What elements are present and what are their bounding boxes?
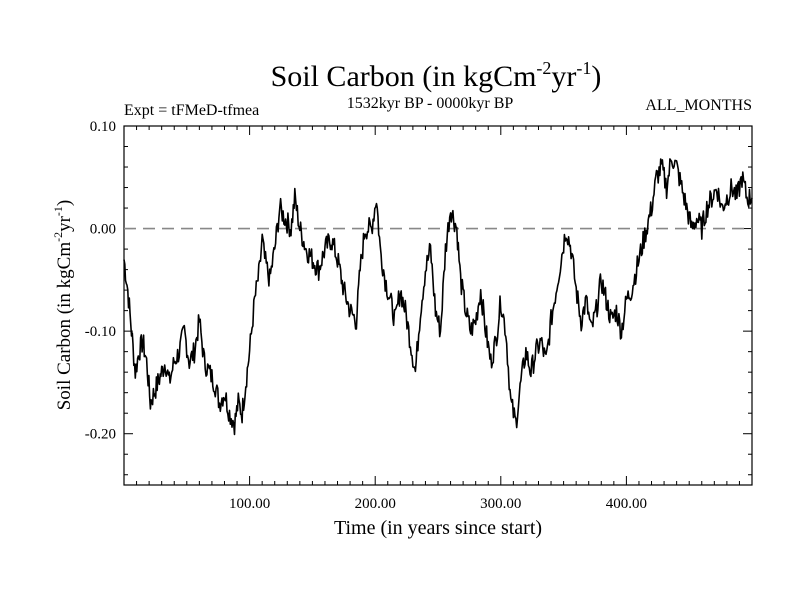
- x-axis-label: Time (in years since start): [334, 517, 542, 539]
- chart-title-main: Soil Carbon (in kgCm: [271, 60, 537, 93]
- y-axis-label-end: ): [54, 200, 75, 206]
- chart-title-sup1: -2: [536, 58, 551, 78]
- y-tick-label: -0.20: [85, 427, 116, 443]
- x-tick-label: 300.00: [480, 496, 521, 512]
- y-axis-label-main: Soil Carbon (in kgCm: [54, 242, 75, 411]
- chart-title-mid: yr: [551, 60, 576, 93]
- axis-ticks: [124, 125, 752, 485]
- y-tick-label: -0.10: [85, 324, 116, 340]
- y-axis-label-sup2: -1: [51, 206, 65, 216]
- y-tick-label: 0.00: [90, 222, 116, 238]
- series-line: [123, 158, 753, 436]
- series-group: [123, 158, 753, 436]
- x-tick-label: 100.00: [229, 496, 270, 512]
- experiment-label: Expt = tFMeD-tfmea: [124, 102, 259, 119]
- chart-title-sup2: -1: [576, 58, 591, 78]
- time-range-label: 1532kyr BP - 0000kyr BP: [347, 95, 514, 112]
- x-tick-label: 400.00: [606, 496, 647, 512]
- y-tick-label: 0.10: [90, 119, 116, 135]
- y-axis-label-sup1: -2: [51, 232, 65, 242]
- y-axis-label-mid: yr: [54, 215, 75, 232]
- months-label: ALL_MONTHS: [645, 97, 752, 114]
- axis-tick-labels: 100.00 200.00 300.00 400.00 0.10 0.00 -0.10 -0.…: [85, 119, 647, 512]
- chart-title: Soil Carbon (in kgCm-2yr-1): [271, 58, 602, 93]
- chart-title-end: ): [591, 60, 601, 93]
- x-tick-label: 200.00: [355, 496, 396, 512]
- y-axis-label: Soil Carbon (in kgCm-2yr-1): [51, 200, 75, 411]
